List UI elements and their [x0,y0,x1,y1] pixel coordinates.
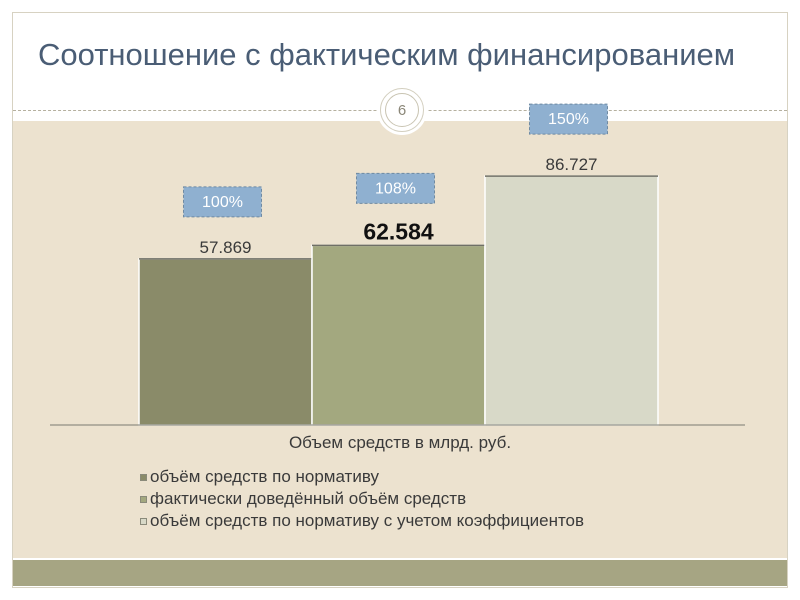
chart-legend: объём средств по нормативу фактически дов… [140,466,584,532]
legend-swatch-3 [140,517,147,525]
legend-swatch-2 [140,495,147,503]
bar-2 [311,244,486,426]
legend-label-3: объём средств по нормативу с учетом коэф… [150,511,585,530]
slide-title: Соотношение с фактическим финансирование… [38,37,736,72]
bar-3 [484,175,659,426]
legend-swatch-1 [140,473,147,481]
legend-label-1: объём средств по нормативу [150,467,380,486]
data-label-1: 57.869 [200,238,252,257]
percent-label-2: 108% [375,180,416,197]
legend-item-3: объём средств по нормативу с учетом коэф… [140,510,584,532]
percent-label-1: 100% [202,194,243,211]
bar-1 [138,258,313,426]
data-label-3: 86.727 [546,155,598,174]
x-axis-label: Объем средств в млрд. руб. [289,433,511,452]
data-label-2: 62.584 [363,218,434,244]
percent-label-3: 150% [548,111,589,128]
legend-item-1: объём средств по нормативу [140,466,584,488]
percent-badge-3 [529,103,608,135]
percent-badge-2 [356,172,435,204]
slide-frame [12,12,788,588]
percent-badge-1 [183,186,262,218]
page-number: 6 [385,93,419,127]
legend-label-2: фактически доведённый объём средств [150,489,467,508]
footer-band [13,560,787,586]
legend-item-2: фактически доведённый объём средств [140,488,584,510]
